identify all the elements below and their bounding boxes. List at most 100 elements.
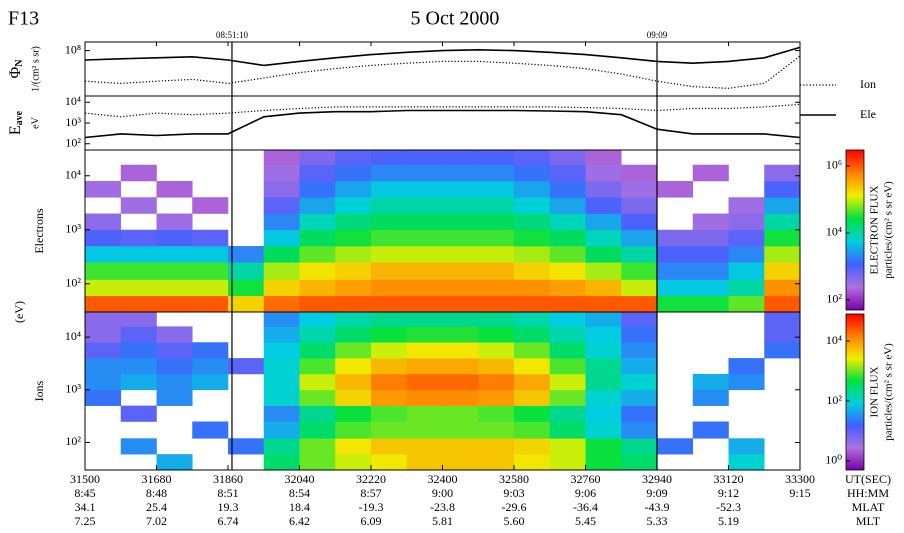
x-row-label: 8:51 <box>217 486 238 500</box>
heatmap-cell <box>120 197 157 214</box>
heatmap-cell <box>263 405 300 422</box>
y-tick-label: 10³ <box>65 382 81 396</box>
x-tick-label: 31500 <box>70 472 100 486</box>
heatmap-cell <box>728 197 765 214</box>
heatmap-cell <box>263 312 300 327</box>
heatmap-cell <box>120 279 157 297</box>
heatmap-cell <box>156 246 193 263</box>
x-row-label: 9:00 <box>432 486 453 500</box>
heatmap-cell <box>263 389 300 406</box>
heatmap-cell <box>728 246 765 263</box>
heatmap-cell <box>585 454 622 471</box>
x-row-label: 6.74 <box>218 514 239 528</box>
heatmap-cell <box>299 295 336 313</box>
heatmap-cell <box>514 213 551 231</box>
heatmap-cell <box>728 454 765 471</box>
heatmap-cell <box>371 197 408 214</box>
colorbar-tick-label: 10² <box>826 393 842 407</box>
heatmap-cell <box>335 150 372 166</box>
heatmap-cell <box>657 438 694 455</box>
heatmap-cell <box>442 229 479 247</box>
colorbar-title: ION FLUX <box>869 366 881 417</box>
heatmap-cell <box>85 213 122 231</box>
heatmap-cell <box>549 229 586 247</box>
heatmap-cell <box>335 213 372 231</box>
heatmap-cell <box>228 438 265 455</box>
colorbar <box>845 313 865 471</box>
x-row-label: 5.81 <box>432 514 453 528</box>
heatmap-cell <box>156 454 193 471</box>
heatmap-cell <box>263 229 300 247</box>
heatmap-cell <box>335 180 372 198</box>
heatmap-cell <box>371 342 408 359</box>
heatmap-cell <box>263 295 300 313</box>
heatmap-cell <box>228 262 265 280</box>
heatmap-cell <box>585 246 622 263</box>
heatmap-cell <box>192 295 229 313</box>
heatmap-cell <box>371 438 408 455</box>
heatmap-cell <box>478 295 515 313</box>
heatmap-cell <box>478 279 515 297</box>
heatmap-cell <box>299 438 336 455</box>
heatmap-cell <box>192 421 229 439</box>
heatmap-cell <box>478 312 515 327</box>
heatmap-cell <box>85 279 122 297</box>
heatmap-cell <box>692 295 729 313</box>
x-tick-label: 33120 <box>714 472 744 486</box>
x-row-label: 25.4 <box>146 500 167 514</box>
heatmap-cell <box>85 389 122 406</box>
y-axis-units: eV <box>30 116 41 128</box>
heatmap-cell <box>514 438 551 455</box>
heatmap-cell <box>406 213 443 231</box>
y-axis-label: Eave <box>7 110 26 135</box>
heatmap-cell <box>442 421 479 439</box>
heatmap-cell <box>442 326 479 343</box>
x-tick-label: 32580 <box>499 472 529 486</box>
heatmap-cell <box>371 180 408 198</box>
heatmap-cell <box>371 279 408 297</box>
heatmap-cell <box>371 373 408 391</box>
heatmap-cell <box>192 358 229 375</box>
heatmap-cell <box>657 295 694 313</box>
heatmap-cell <box>621 213 658 231</box>
heatmap-cell <box>764 342 801 359</box>
heatmap-cell <box>442 438 479 455</box>
heatmap-cell <box>764 213 801 231</box>
heatmap-cell <box>335 262 372 280</box>
heatmap-cell <box>692 373 729 391</box>
heatmap-cell <box>585 342 622 359</box>
heatmap-cell <box>371 389 408 406</box>
heatmap-cell <box>549 421 586 439</box>
heatmap-cell <box>299 150 336 166</box>
event-marker-label: 09:09 <box>647 30 668 40</box>
x-row-label: 8:54 <box>289 486 310 500</box>
heatmap-cell <box>120 262 157 280</box>
heatmap-cell <box>442 389 479 406</box>
heatmap-cell <box>299 326 336 343</box>
heatmap-cell <box>442 279 479 297</box>
x-row-label: 9:09 <box>646 486 667 500</box>
heatmap-cell <box>514 342 551 359</box>
heatmap-cell <box>549 279 586 297</box>
heatmap-cell <box>371 262 408 280</box>
x-row-label: 18.4 <box>289 500 310 514</box>
heatmap-cell <box>371 213 408 231</box>
heatmap-cell <box>442 262 479 280</box>
series-line <box>84 55 801 89</box>
heatmap-cell <box>442 197 479 214</box>
heatmap-cell <box>728 358 765 375</box>
x-axis-name: UT(SEC) <box>845 472 891 486</box>
heatmap-cell <box>299 279 336 297</box>
heatmap-cell <box>192 229 229 247</box>
heatmap-cell <box>514 358 551 375</box>
heatmap-cell <box>192 373 229 391</box>
heatmap-cell <box>549 295 586 313</box>
heatmap-cell <box>85 229 122 247</box>
y-axis-label-main: E <box>7 125 24 135</box>
heatmap-cell <box>549 454 586 471</box>
heatmap-cell <box>442 164 479 182</box>
heatmap-cell <box>120 229 157 247</box>
heatmap-cell <box>478 389 515 406</box>
heatmap-cell <box>692 279 729 297</box>
